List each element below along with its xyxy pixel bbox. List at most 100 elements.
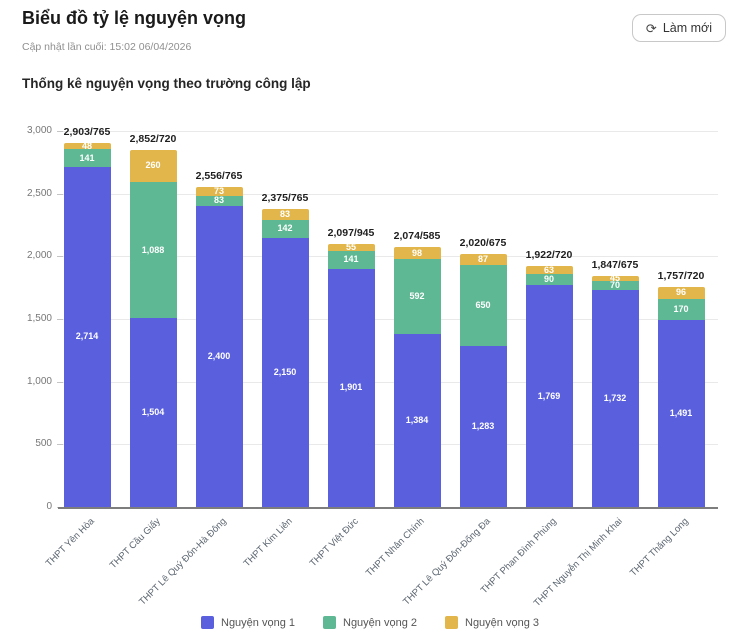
bar-segment-label: 83: [213, 195, 224, 206]
chart-legend: Nguyện vọng 1 Nguyện vọng 2 Nguyện vọng 3: [0, 616, 740, 629]
bar-segment-label: 45: [609, 272, 620, 283]
y-axis-tick: [57, 381, 63, 383]
bar-segment-label: 1,504: [141, 407, 165, 418]
y-axis-tick: [57, 444, 63, 446]
bar-segment[interactable]: [591, 281, 639, 290]
bar-segment-label: 1,088: [141, 244, 165, 255]
chart-section-title: Thống kê nguyện vọng theo trường công lậ…: [22, 76, 311, 91]
bar-segment[interactable]: [261, 219, 309, 238]
y-axis-tick-label: 0: [46, 501, 52, 512]
bar-segment-label: 260: [145, 160, 161, 171]
bar-segment[interactable]: [459, 264, 507, 347]
bar-segment[interactable]: [525, 285, 573, 507]
gridline: [58, 131, 718, 132]
bar-segment[interactable]: [327, 244, 375, 252]
bar-segment[interactable]: [261, 209, 309, 220]
x-axis-line: [58, 507, 718, 509]
bar-segment-label: 1,901: [339, 382, 363, 393]
bar-segment-label: 1,384: [405, 414, 429, 425]
y-axis-tick-label: 2,000: [26, 250, 52, 262]
legend-swatch: [201, 616, 214, 629]
legend-item[interactable]: Nguyện vọng 2: [323, 616, 417, 629]
refresh-button[interactable]: ⟳ Làm mới: [631, 14, 726, 42]
bar-segment[interactable]: [657, 298, 705, 321]
bar-total-label: 2,020/675: [459, 236, 507, 249]
legend-swatch: [323, 616, 336, 629]
gridline: [58, 193, 718, 195]
bar-segment-label: 141: [79, 152, 95, 163]
y-axis-tick: [57, 193, 63, 195]
bar-segment[interactable]: [525, 266, 573, 274]
bar-total-label: 2,903/765: [63, 126, 111, 139]
legend-item[interactable]: Nguyện vọng 1: [201, 616, 295, 629]
bar-segment-label: 98: [411, 247, 422, 258]
bar-total-label: 2,556/765: [195, 169, 243, 182]
bar-segment[interactable]: [657, 320, 705, 507]
bar-total-label: 1,922/720: [525, 249, 573, 262]
bar-segment-label: 142: [277, 223, 293, 234]
y-axis-tick-label: 1,500: [26, 313, 52, 324]
bar-total-label: 2,852/720: [129, 132, 177, 145]
legend-label: Nguyện vọng 1: [221, 616, 295, 629]
bar-total-label: 2,074/585: [393, 230, 441, 243]
bar-segment-label: 650: [475, 299, 491, 310]
bar-segment-label: 55: [345, 242, 356, 253]
y-axis-tick-label: 2,500: [26, 187, 52, 199]
refresh-button-label: Làm mới: [662, 21, 712, 35]
bar-segment-label: 592: [409, 290, 425, 301]
last-updated-text: Cập nhật lần cuối: 15:02 06/04/2026: [22, 41, 192, 53]
bar-segment-label: 73: [213, 185, 224, 196]
gridline: [58, 256, 718, 258]
bar-segment[interactable]: [63, 143, 111, 150]
bar-segment-label: 87: [477, 253, 488, 264]
bar-segment-label: 1,732: [603, 392, 627, 403]
bar-segment[interactable]: [393, 333, 441, 507]
bar-segment[interactable]: [591, 289, 639, 507]
bar-segment[interactable]: [129, 318, 177, 507]
bar-segment-label: 170: [673, 303, 689, 314]
refresh-icon: ⟳: [645, 20, 657, 36]
bar-segment-label: 90: [543, 274, 554, 285]
y-axis-tick-label: 1,000: [26, 375, 52, 387]
bar-segment[interactable]: [393, 259, 441, 334]
bar-total-label: 2,097/945: [327, 227, 375, 240]
bar-segment[interactable]: [459, 346, 507, 507]
bar-segment[interactable]: [459, 253, 507, 265]
y-axis-tick: [57, 256, 63, 258]
bar-segment[interactable]: [657, 286, 705, 299]
bar-segment[interactable]: [63, 166, 111, 507]
bar-segment-label: 1,283: [471, 421, 495, 432]
bar-segment[interactable]: [195, 206, 243, 507]
legend-swatch: [445, 616, 458, 629]
bar-segment[interactable]: [393, 247, 441, 260]
bar-segment[interactable]: [261, 237, 309, 507]
bar-segment-label: 70: [609, 280, 620, 291]
bar-segment[interactable]: [129, 149, 177, 183]
bar-segment[interactable]: [195, 186, 243, 196]
bar-segment[interactable]: [63, 149, 111, 167]
legend-label: Nguyện vọng 3: [465, 616, 539, 629]
bar-segment[interactable]: [129, 182, 177, 319]
bar-segment-label: 2,400: [207, 351, 231, 362]
bar-segment[interactable]: [327, 251, 375, 269]
bar-segment-label: 96: [675, 287, 686, 298]
bar-total-label: 1,847/675: [591, 258, 639, 271]
bar-segment[interactable]: [525, 274, 573, 286]
bar-segment[interactable]: [195, 195, 243, 207]
bar-segment-label: 63: [543, 264, 554, 275]
bar-segment[interactable]: [327, 268, 375, 507]
bar-total-label: 2,375/765: [261, 192, 309, 205]
bar-total-label: 1,757/720: [657, 269, 705, 282]
y-axis-tick-label: 3,000: [26, 125, 52, 136]
bar-segment[interactable]: [591, 275, 639, 282]
bar-segment-label: 1,769: [537, 390, 561, 401]
bar-segment-label: 141: [343, 254, 359, 265]
y-axis-tick: [57, 319, 63, 320]
legend-label: Nguyện vọng 2: [343, 616, 417, 629]
y-axis-tick: [57, 131, 63, 132]
page-title: Biểu đồ tỷ lệ nguyện vọng: [22, 8, 247, 28]
bar-segment-label: 2,150: [273, 366, 297, 377]
gridline: [58, 381, 718, 383]
legend-item[interactable]: Nguyện vọng 3: [445, 616, 539, 629]
